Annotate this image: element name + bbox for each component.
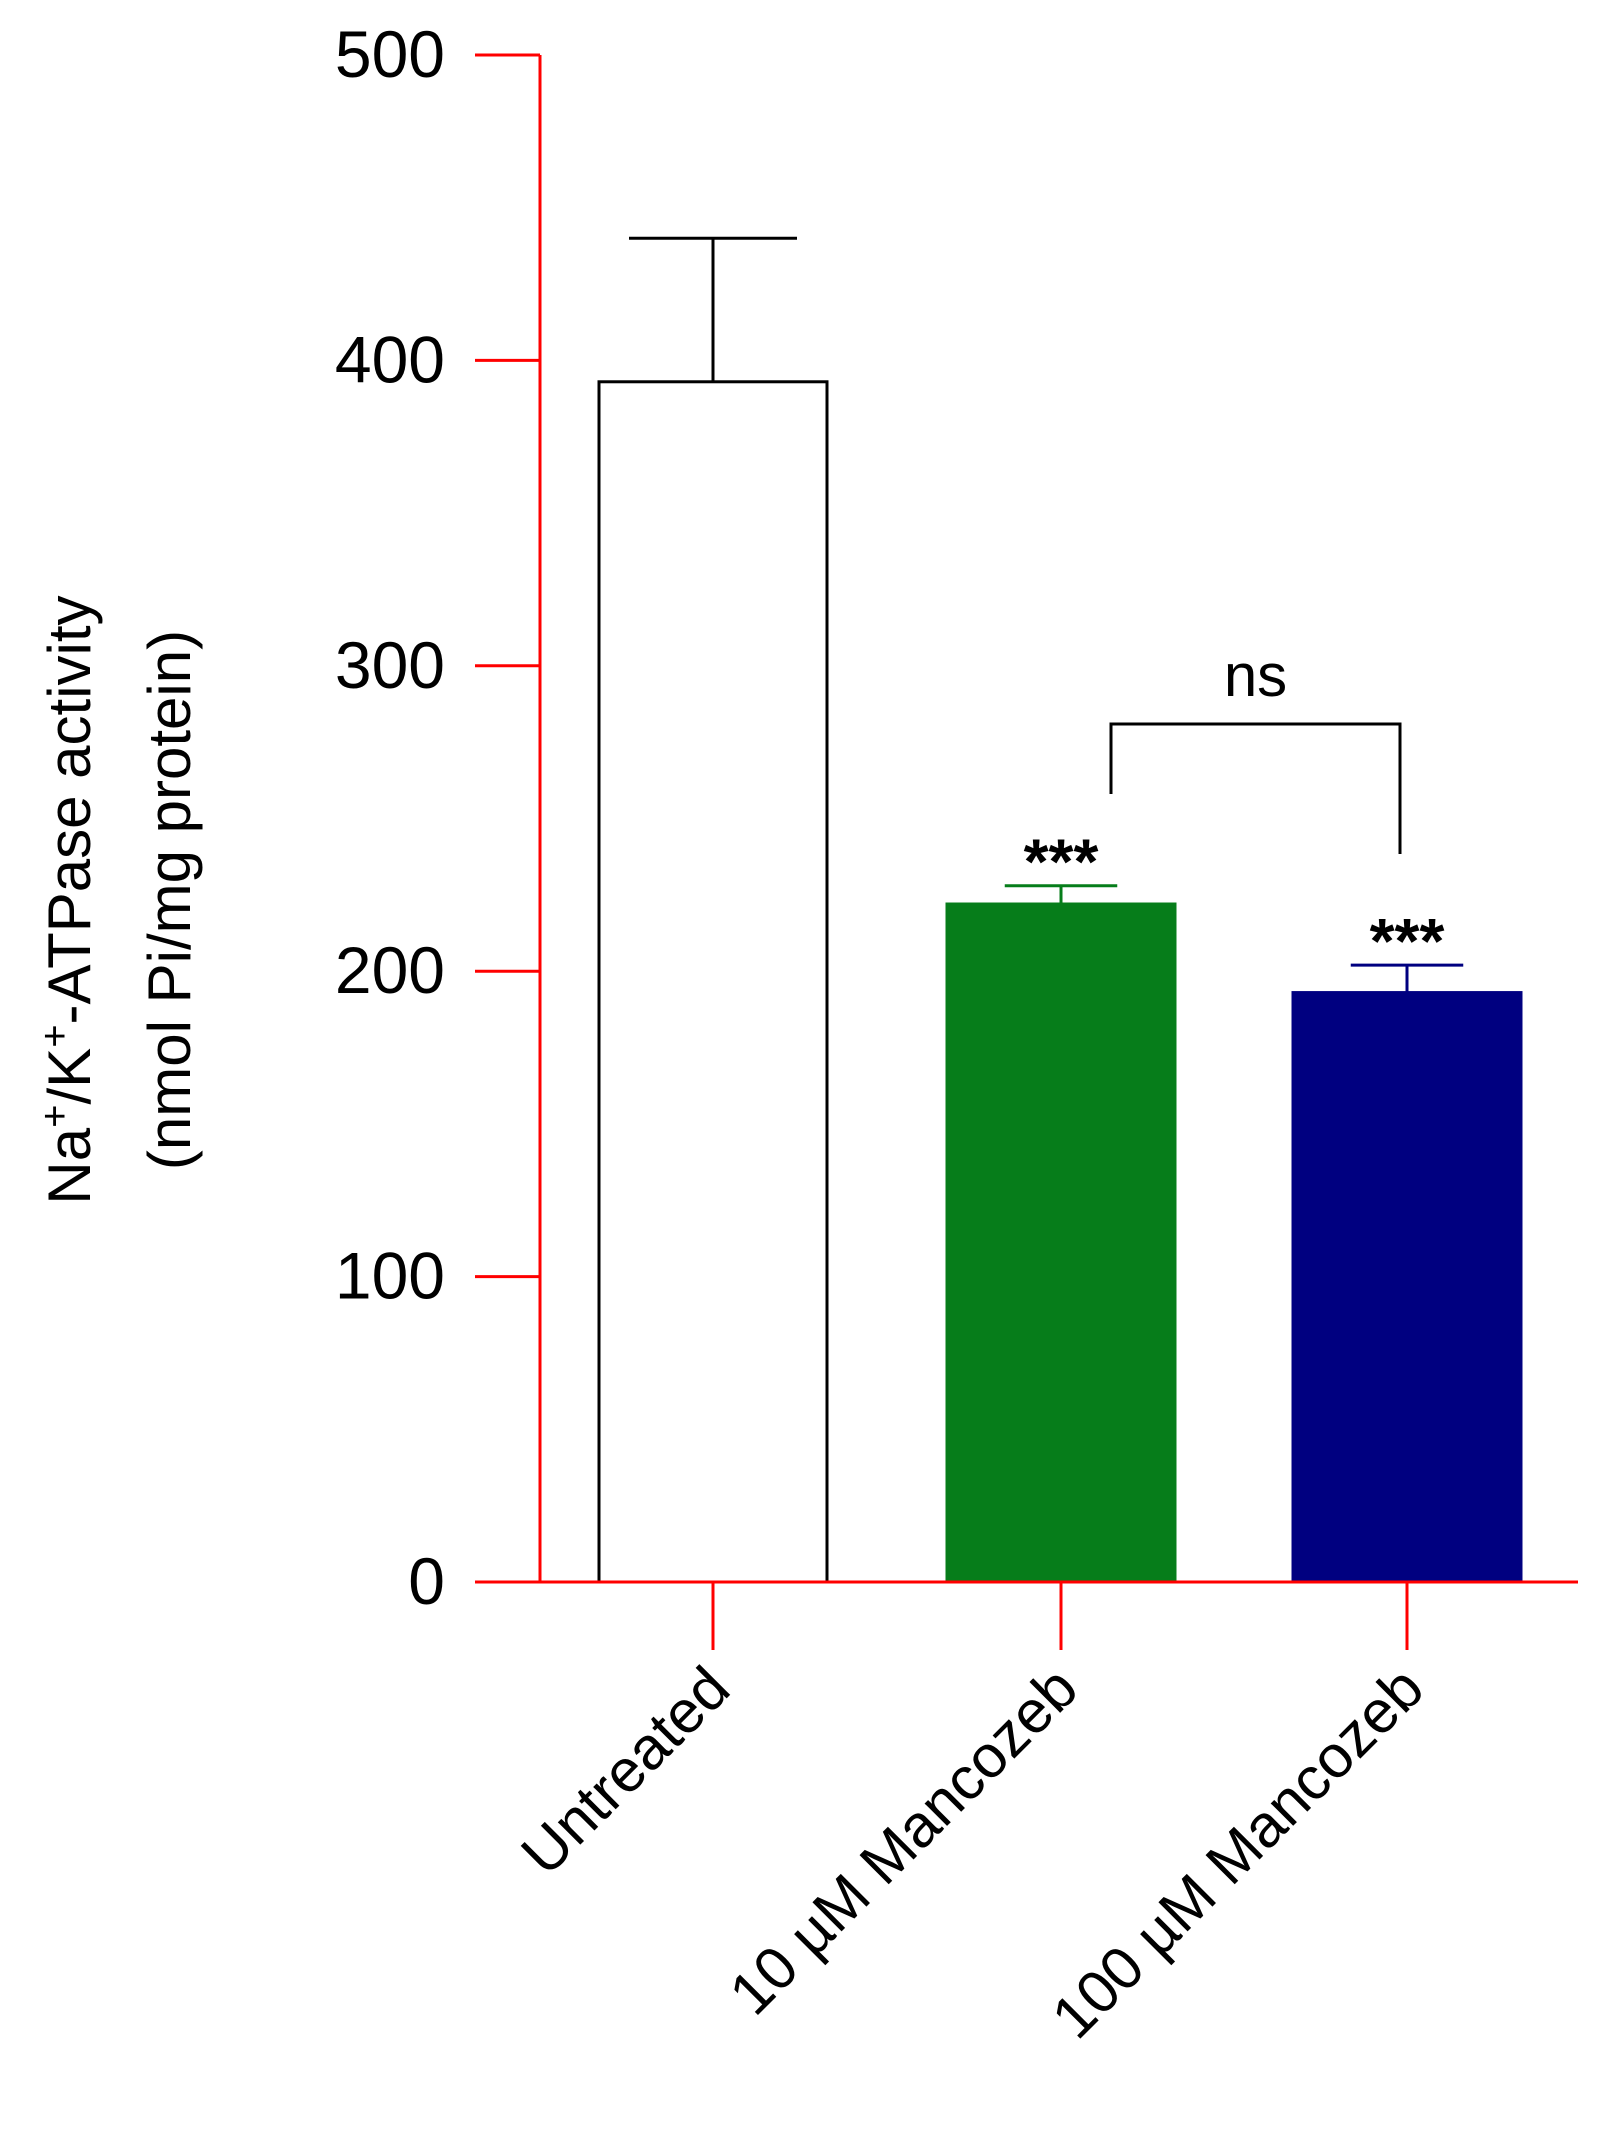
y-axis-label-line2: (nmol Pi/mg protein) — [136, 630, 203, 1170]
bar — [1291, 991, 1523, 1584]
significance-label: *** — [1370, 905, 1445, 977]
annotations: ns — [1109, 642, 1402, 854]
bars: *** *** — [597, 236, 1523, 1584]
y-axis-label: Na+/K+-ATPase activity (nmol Pi/mg prote… — [33, 595, 203, 1204]
bar — [597, 380, 829, 1584]
x-tick-label: 100 µM Mancozeb — [1039, 1654, 1436, 2051]
x-tick-label: 10 µM Mancozeb — [717, 1654, 1091, 2028]
y-tick-label: 0 — [408, 1544, 445, 1618]
y-tick-label: 300 — [335, 628, 445, 702]
y-tick-label: 400 — [335, 322, 445, 396]
ns-label: ns — [1224, 642, 1287, 709]
y-axis: 0 100 200 300 400 500 — [335, 17, 542, 1618]
significance-label: *** — [1024, 826, 1099, 898]
y-tick-label: 200 — [335, 933, 445, 1007]
y-axis-label-line1: Na+/K+-ATPase activity — [33, 595, 103, 1204]
bar — [945, 902, 1177, 1584]
y-tick-label: 100 — [335, 1239, 445, 1313]
comparison-bracket — [1109, 722, 1402, 854]
y-tick-label: 500 — [335, 17, 445, 91]
x-tick-label: Untreated — [508, 1654, 742, 1888]
